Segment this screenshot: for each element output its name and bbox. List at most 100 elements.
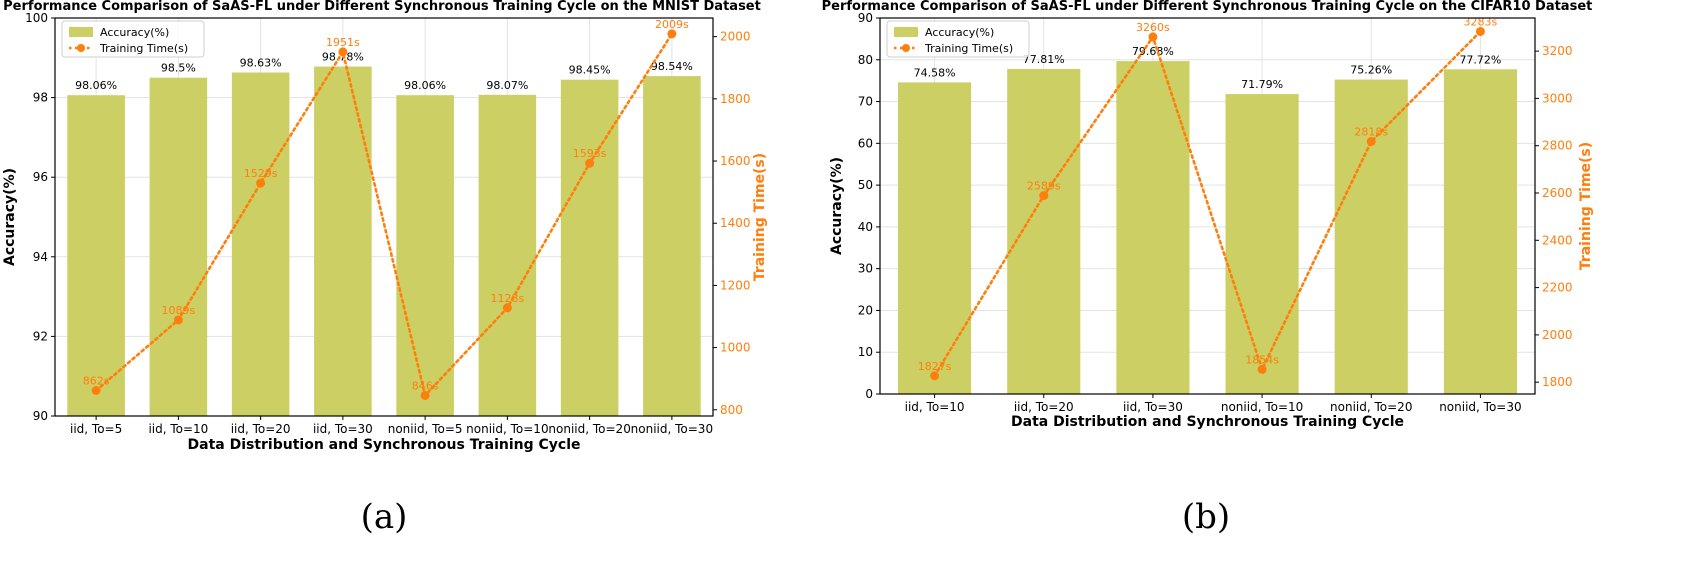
training-time-value-label: 2818s — [1354, 125, 1388, 138]
x-tick-label: noniid, To=20 — [548, 422, 630, 436]
training-time-value-label: 1593s — [573, 147, 607, 160]
y2-tick-label: 2200 — [1542, 281, 1573, 295]
training-time-value-label: 1529s — [244, 167, 278, 180]
accuracy-value-label: 77.72% — [1459, 53, 1501, 66]
training-time-line — [94, 32, 674, 399]
accuracy-bar — [1334, 79, 1408, 394]
legend-line-marker — [902, 44, 910, 52]
x-tick-label: noniid, To=10 — [1221, 400, 1303, 414]
x-tick-label: iid, To=5 — [70, 422, 122, 436]
y2-tick-label: 1800 — [720, 92, 751, 106]
x-tick-label: noniid, To=10 — [466, 422, 548, 436]
training-time-value-label: 2009s — [655, 18, 689, 31]
y-tick-label: 0 — [865, 387, 873, 401]
training-time-point — [1039, 191, 1049, 201]
y-tick-label: 90 — [858, 11, 873, 25]
training-time-point — [256, 178, 266, 188]
accuracy-value-label: 98.54% — [651, 60, 693, 73]
accuracy-value-label: 98.63% — [240, 57, 282, 70]
training-time-value-label: 1089s — [162, 304, 196, 317]
y-tick-label: 30 — [858, 262, 873, 276]
training-time-point — [585, 158, 595, 168]
legend-label-training-time: Training Time(s) — [99, 42, 188, 55]
training-time-point — [338, 47, 348, 57]
y-tick-label: 100 — [25, 11, 48, 25]
accuracy-bar — [560, 79, 619, 416]
y2-tick-label: 2400 — [1542, 233, 1573, 247]
accuracy-value-label: 98.45% — [569, 64, 611, 77]
y2-tick-label: 1400 — [720, 216, 751, 230]
accuracy-bar — [478, 94, 537, 417]
plot-frame — [879, 17, 1536, 395]
training-time-point — [420, 390, 430, 400]
training-time-value-label: 2589s — [1027, 180, 1061, 193]
y-tick-label: 90 — [33, 409, 48, 423]
x-tick-label: iid, To=20 — [1014, 400, 1074, 414]
accuracy-bar — [1007, 68, 1081, 394]
y-tick-label: 96 — [33, 170, 48, 184]
accuracy-value-label: 79.68% — [1132, 45, 1174, 58]
training-time-point — [667, 29, 677, 39]
y-tick-label: 92 — [33, 329, 48, 343]
x-tick-label: iid, To=10 — [905, 400, 965, 414]
accuracy-value-label: 98.06% — [404, 79, 446, 92]
training-time-value-label: 862s — [83, 375, 110, 388]
training-time-value-label: 1827s — [918, 360, 952, 373]
y-tick-label: 40 — [858, 220, 873, 234]
accuracy-bar — [396, 95, 454, 416]
x-tick-label: iid, To=10 — [148, 422, 208, 436]
training-time-value-label: 1854s — [1245, 353, 1279, 366]
accuracy-bar — [149, 77, 208, 416]
y2-axis-label: Training Time(s) — [1578, 142, 1594, 270]
chart-panel-b: Performance Comparison of SaAS-FL under … — [822, 0, 1594, 430]
y2-tick-label: 2800 — [1542, 139, 1573, 153]
legend-label-accuracy: Accuracy(%) — [925, 26, 994, 39]
accuracy-value-label: 98.07% — [486, 79, 528, 92]
x-tick-label: noniid, To=5 — [388, 422, 463, 436]
training-time-point — [173, 315, 183, 325]
accuracy-value-label: 75.26% — [1350, 64, 1392, 77]
y-tick-label: 94 — [33, 250, 48, 264]
y2-tick-label: 1600 — [720, 154, 751, 168]
x-tick-label: iid, To=20 — [231, 422, 291, 436]
accuracy-bar — [1116, 61, 1190, 395]
training-time-point — [1257, 364, 1267, 374]
y2-tick-label: 1800 — [1542, 375, 1573, 389]
panel-letter-a: (a) — [361, 497, 408, 537]
accuracy-value-label: 98.5% — [161, 62, 196, 75]
accuracy-bar — [1443, 69, 1517, 395]
training-time-point — [91, 386, 101, 396]
training-time-value-label: 3283s — [1464, 15, 1498, 28]
training-time-value-label: 1951s — [326, 36, 360, 49]
training-time-value-label: 846s — [412, 379, 439, 392]
panel-letter-b: (b) — [1182, 497, 1230, 537]
chart-panel-a: Performance Comparison of SaAS-FL under … — [2, 0, 768, 453]
training-time-point — [1366, 136, 1376, 146]
accuracy-bar — [643, 76, 701, 416]
training-time-point — [1475, 26, 1485, 36]
accuracy-value-label: 98.06% — [75, 79, 117, 92]
legend-label-accuracy: Accuracy(%) — [100, 26, 169, 39]
y2-tick-label: 2000 — [1542, 328, 1573, 342]
y-tick-label: 70 — [858, 95, 873, 109]
y2-tick-label: 3000 — [1542, 91, 1573, 105]
chart-title: Performance Comparison of SaAS-FL under … — [822, 0, 1593, 14]
y-tick-label: 50 — [858, 178, 873, 192]
y-tick-label: 98 — [33, 91, 48, 105]
training-time-value-label: 3260s — [1136, 21, 1170, 34]
accuracy-bar — [1225, 94, 1299, 394]
y-tick-label: 20 — [858, 303, 873, 317]
x-tick-label: noniid, To=20 — [1330, 400, 1412, 414]
legend-line-marker — [77, 44, 85, 52]
x-axis-label: Data Distribution and Synchronous Traini… — [1011, 414, 1404, 430]
x-tick-label: iid, To=30 — [1123, 400, 1183, 414]
plot-frame — [54, 17, 714, 417]
y-axis-label: Accuracy(%) — [829, 157, 845, 255]
x-tick-label: noniid, To=30 — [1439, 400, 1521, 414]
training-time-point — [1148, 32, 1158, 42]
legend-box — [886, 20, 1030, 58]
y-tick-label: 80 — [858, 53, 873, 67]
accuracy-value-label: 74.58% — [914, 66, 956, 79]
training-time-point — [502, 303, 512, 313]
